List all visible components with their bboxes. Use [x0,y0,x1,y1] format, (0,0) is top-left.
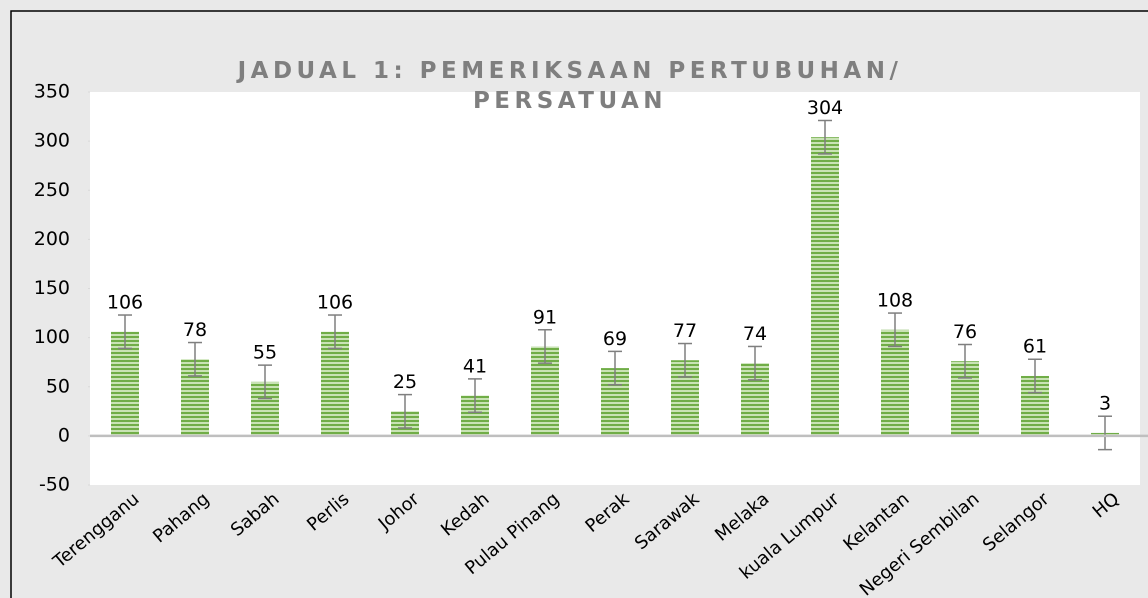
data-label: 41 [463,355,487,377]
x-tick-label: HQ [1089,489,1124,523]
bar [881,329,909,436]
data-label: 304 [807,97,843,119]
data-label: 76 [953,321,977,343]
data-label: 108 [877,290,913,312]
x-tick-label: Terengganu [49,489,144,573]
x-tick-label: Negeri Sembilan [856,489,984,598]
y-tick-label: -50 [39,474,70,496]
x-tick-label: Perak [582,488,634,537]
data-label: 106 [317,292,353,314]
y-tick-label: 250 [34,179,70,201]
x-tick-label: Perlis [303,489,353,536]
x-tick-label: Sabah [227,489,284,541]
y-tick-label: 50 [46,375,70,397]
data-label: 61 [1023,336,1047,358]
y-tick-label: 100 [34,326,70,348]
data-label: 106 [107,292,143,314]
data-label: 55 [253,342,277,364]
y-tick-label: 200 [34,228,70,250]
data-label: 3 [1099,393,1111,415]
frame [10,10,1148,598]
y-tick-label: 0 [58,424,70,446]
x-tick-label: Kedah [437,489,493,541]
x-tick-label: Johor [374,488,424,535]
data-label: 91 [533,306,557,328]
data-label: 25 [393,371,417,393]
data-label: 69 [603,328,627,350]
x-tick-label: Selangor [979,488,1054,556]
chart-title: JADUAL 1: PEMERIKSAAN PERTUBUHAN/ PERSAT… [237,58,903,114]
x-tick-label: Sarawak [631,488,704,554]
y-tick-label: 350 [34,81,70,103]
x-tick-label: Pahang [149,489,213,548]
data-label: 74 [743,323,767,345]
y-tick-label: 300 [34,130,70,152]
y-tick-label: 150 [34,277,70,299]
bar [811,137,839,436]
data-label: 77 [673,320,697,342]
data-label: 78 [183,319,207,341]
x-tick-label: Melaka [711,489,773,546]
